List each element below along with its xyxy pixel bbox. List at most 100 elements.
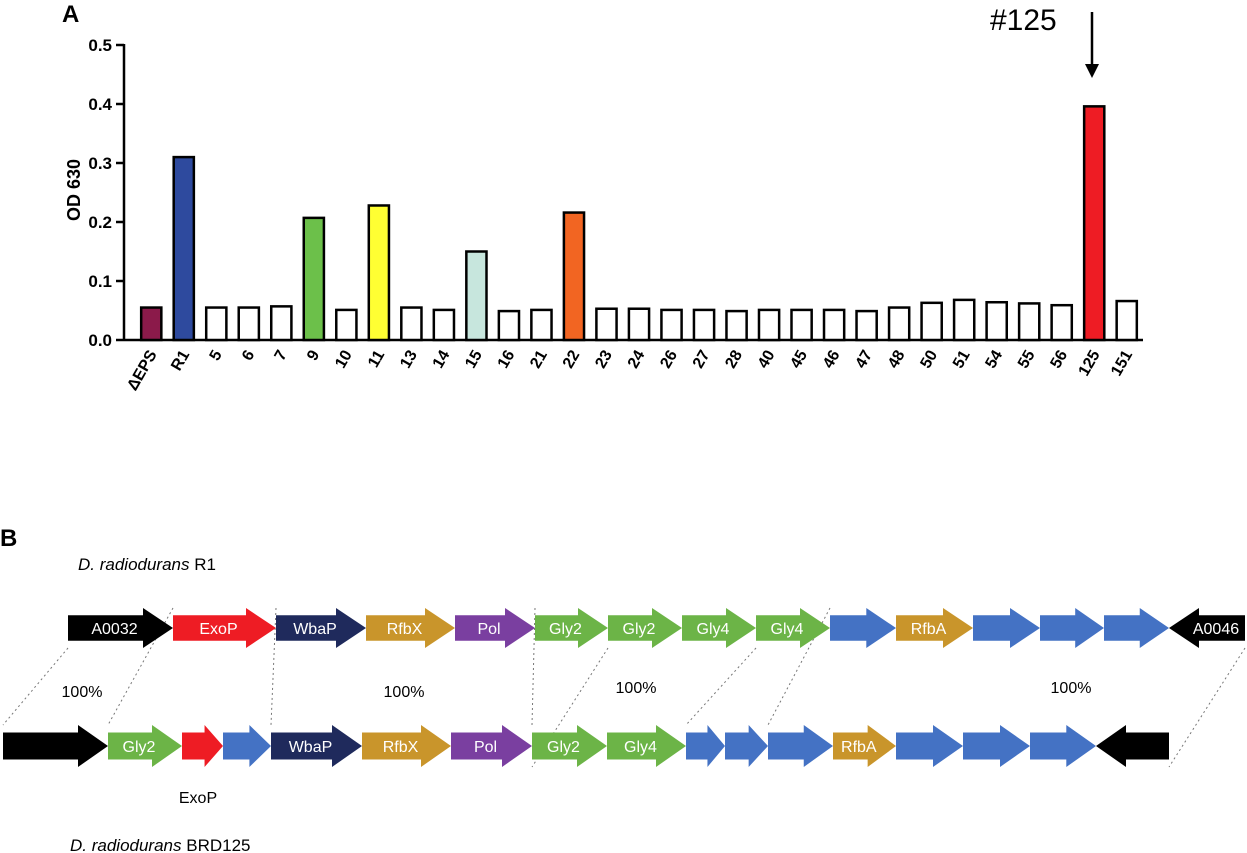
x-tick-label: 26 [657, 347, 681, 371]
x-tick-label: 11 [365, 347, 388, 370]
r1-gene-unnamed [1104, 608, 1169, 648]
r1-gene-gly4: Gly4 [682, 608, 756, 648]
r1-gene-gly2: Gly2 [535, 608, 608, 648]
gene-arrow [830, 608, 896, 648]
x-tick-label: 16 [495, 347, 519, 371]
chart-bars [139, 105, 1139, 342]
r1-gene-a0032: A0032 [68, 608, 173, 648]
gene-label: Pol [474, 739, 497, 756]
x-tick-label: 54 [983, 347, 1007, 371]
r1-gene-gly4: Gly4 [756, 608, 830, 648]
gene-row-brd125: Gly2 WbaP RfbX Pol Gly2 Gly4 RfbA [3, 725, 1169, 767]
gene-arrow [973, 608, 1040, 648]
strain-r1-name: R1 [190, 555, 216, 574]
x-tick-label: 125 [1076, 347, 1104, 379]
x-tick-label: 51 [950, 347, 974, 371]
bar-27 [692, 308, 716, 342]
gene-arrow [68, 608, 173, 648]
gene-arrow [276, 608, 366, 648]
x-tick-labels: ΔEPS R1 5 6 7 9 10 11 13 14 15 16 21 22 23 24 26 27 28 40 45… [124, 347, 1136, 393]
x-tick-label: 45 [787, 347, 811, 371]
bar-151 [1115, 299, 1139, 342]
similarity-line [2, 647, 69, 726]
bar-22 [562, 211, 586, 342]
gene-label: Gly4 [624, 739, 657, 756]
r1-gene-unnamed [1040, 608, 1104, 648]
x-tick-label: 40 [755, 347, 779, 371]
brd125-gene-gly2: Gly2 [108, 725, 182, 767]
x-tick-label: 55 [1015, 347, 1039, 371]
gene-label: RfbX [387, 621, 423, 638]
x-tick-label: 21 [527, 347, 551, 371]
brd125-gene-unnamed [182, 725, 223, 767]
r1-gene-unnamed [973, 608, 1040, 648]
bar-9 [302, 216, 326, 342]
gene-arrow [451, 725, 532, 767]
gene-arrow [535, 608, 608, 648]
bar-45 [790, 308, 813, 342]
x-tick-label: ΔEPS [124, 347, 161, 393]
x-tick-label: 48 [885, 347, 909, 371]
chart-axes: 0.0 0.1 0.2 0.3 0.4 0.5 [88, 36, 1143, 350]
identity-label-4: 100% [1051, 680, 1092, 697]
gene-arrow [1040, 608, 1104, 648]
bar-11 [367, 204, 391, 342]
y-tick-label: 0.5 [88, 36, 112, 55]
x-tick-label: 47 [852, 347, 876, 371]
gene-label: Gly2 [623, 621, 656, 638]
gene-label: RfbX [383, 739, 419, 756]
gene-arrow [1169, 608, 1245, 648]
gene-arrow [362, 725, 451, 767]
gene-label: Gly4 [697, 621, 730, 638]
r1-gene-rfba: RfbA [896, 608, 973, 648]
strain-r1-species: D. radiodurans [78, 555, 190, 574]
x-tick-label: 22 [560, 347, 584, 371]
bar-28 [725, 309, 748, 342]
gene-label: Gly4 [771, 621, 804, 638]
bar-21 [530, 308, 553, 342]
bar-16 [497, 309, 521, 342]
bar-51 [952, 298, 976, 342]
bar-14 [432, 308, 456, 342]
gene-arrow [532, 725, 607, 767]
brd125-gene-unnamed [3, 725, 108, 767]
x-tick-label: 27 [690, 347, 714, 371]
gene-arrow [108, 725, 182, 767]
bar-6 [237, 306, 261, 342]
x-tick-label: 28 [722, 347, 746, 371]
gene-arrow [607, 725, 686, 767]
bar-5 [204, 306, 228, 342]
similarity-line [767, 607, 831, 726]
similarity-line [531, 607, 536, 726]
brd125-gene-unnamed [963, 725, 1030, 767]
gene-row-r1: A0032 ExoP WbaP RfbX Pol Gly2 Gly2 Gly4 Gly4 RfbA… [68, 608, 1245, 648]
gene-label: RfbA [841, 739, 877, 756]
brd125-gene-wbap: WbaP [271, 725, 362, 767]
r1-gene-pol: Pol [455, 608, 535, 648]
gene-label: Pol [477, 621, 500, 638]
x-tick-label: 46 [820, 347, 844, 371]
y-tick-label: 0.2 [88, 213, 112, 232]
panel-b-label: B [0, 525, 17, 552]
brd125-gene-rfba: RfbA [833, 725, 896, 767]
bar-54 [985, 300, 1009, 342]
panel-a-label: A [62, 1, 79, 28]
brd125-gene-unnamed [686, 725, 725, 767]
gene-arrow [1104, 608, 1169, 648]
x-tick-label: 24 [625, 347, 649, 371]
bar-46 [822, 308, 846, 342]
r1-gene-gly2: Gly2 [608, 608, 682, 648]
bar-47 [855, 309, 878, 342]
x-tick-label: 50 [917, 347, 941, 371]
r1-gene-a0046: A0046 [1169, 608, 1245, 648]
x-tick-label: R1 [168, 347, 193, 373]
gene-arrow [223, 725, 271, 767]
gene-label: ExoP [199, 621, 237, 638]
similarity-line [1168, 647, 1246, 768]
brd125-gene-gly2: Gly2 [532, 725, 607, 767]
x-tick-label: 6 [239, 347, 258, 363]
y-axis-label: OD 630 [64, 159, 84, 221]
r1-gene-rfbx: RfbX [366, 608, 455, 648]
bar-R1 [172, 155, 196, 342]
bar-56 [1050, 303, 1074, 342]
